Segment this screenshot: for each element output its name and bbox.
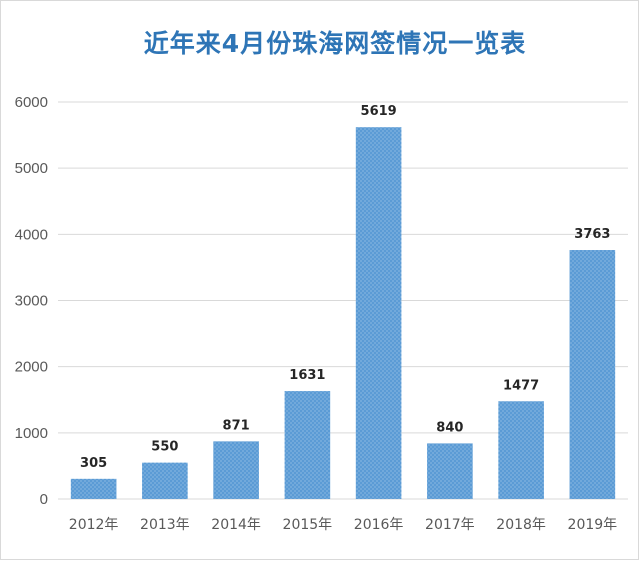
y-tick-label: 1000 <box>15 425 48 442</box>
data-label: 1477 <box>503 378 539 393</box>
x-tick-label: 2012年 <box>69 517 119 533</box>
y-tick-label: 6000 <box>15 94 48 111</box>
data-label: 5619 <box>361 104 397 119</box>
bar-2019年 <box>569 250 616 499</box>
y-tick-label: 0 <box>40 491 48 508</box>
data-labels: 305 550 871 1631 5619 840 1477 3763 <box>80 104 610 471</box>
x-tick-label: 2015年 <box>283 517 333 533</box>
y-tick-label: 5000 <box>15 160 48 177</box>
bar-2012年 <box>70 478 117 499</box>
data-label: 3763 <box>574 227 610 242</box>
data-label: 305 <box>80 456 107 471</box>
data-label: 1631 <box>289 368 325 383</box>
x-axis-tick-labels: 2012年 2013年 2014年 2015年 2016年 2017年 2018年 2019年 <box>69 517 617 533</box>
data-label: 550 <box>151 440 178 455</box>
bar-2015年 <box>284 391 331 499</box>
y-tick-label: 2000 <box>15 359 48 376</box>
data-label: 840 <box>436 420 463 435</box>
bar-2017年 <box>427 443 473 499</box>
data-label: 871 <box>223 418 250 433</box>
x-tick-label: 2018年 <box>496 517 546 533</box>
y-tick-label: 4000 <box>15 226 48 243</box>
bar-2013年 <box>142 462 188 499</box>
x-tick-label: 2017年 <box>425 517 475 533</box>
x-tick-label: 2016年 <box>354 517 404 533</box>
x-tick-label: 2014年 <box>211 517 261 533</box>
x-tick-label: 2019年 <box>568 517 618 533</box>
bar-2016年 <box>355 127 402 499</box>
chart-title: 近年来4月份珠海网签情况一览表 <box>143 29 527 58</box>
bars <box>70 127 616 499</box>
y-axis-tick-labels: 0 1000 2000 3000 4000 5000 6000 <box>15 94 48 508</box>
bar-2014年 <box>213 441 259 499</box>
x-tick-label: 2013年 <box>140 517 190 533</box>
bar-2018年 <box>498 401 544 499</box>
y-tick-label: 3000 <box>15 293 48 310</box>
